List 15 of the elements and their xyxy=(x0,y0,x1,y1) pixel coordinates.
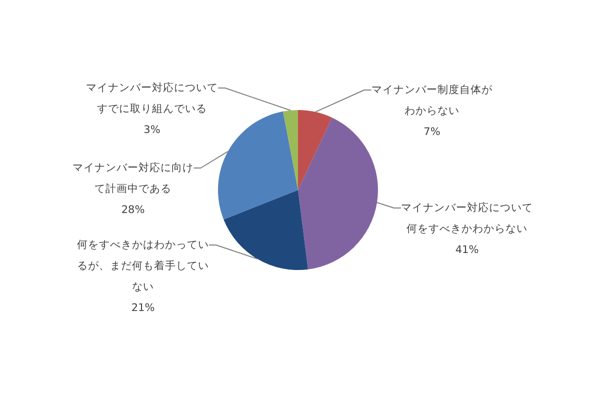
pie-slice xyxy=(283,110,298,190)
pie-slice xyxy=(298,118,378,270)
pie-slice xyxy=(298,110,332,190)
data-label: 21% xyxy=(131,302,155,314)
data-label: 41% xyxy=(455,244,479,256)
data-label: 3% xyxy=(144,124,160,136)
slice-label: マイナンバー対応について何をすべきかわからない xyxy=(401,201,533,235)
slice-label: 何をすべきかはわかっているが、まだ何も着手していない xyxy=(77,239,209,293)
data-label: 7% xyxy=(424,126,440,138)
slice-label: マイナンバー対応についてすでに取り組んでいる xyxy=(86,81,218,115)
slice-label: マイナンバー対応に向けて計画中である xyxy=(72,161,194,195)
data-label: 28% xyxy=(121,204,145,216)
slice-label: マイナンバー制度自体がわからない xyxy=(372,83,494,117)
pie-slice xyxy=(218,111,298,220)
pie-slice xyxy=(224,190,308,270)
